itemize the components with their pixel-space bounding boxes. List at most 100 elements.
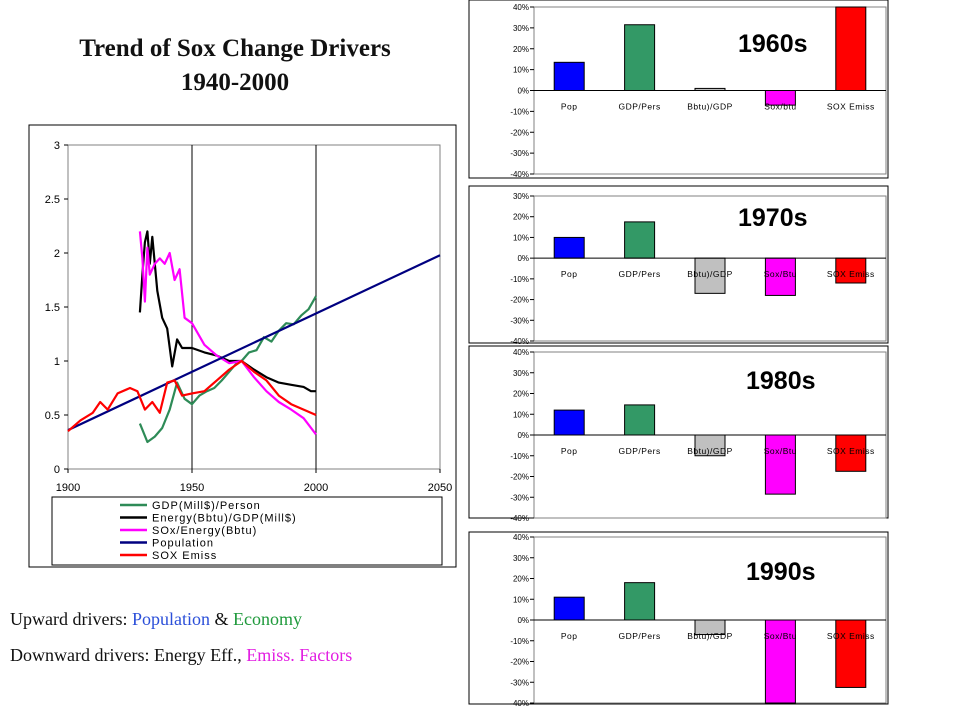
bar bbox=[835, 619, 867, 688]
category-label: Pop bbox=[561, 269, 578, 279]
category-label: Bbtu)/GDP bbox=[687, 631, 733, 641]
bar bbox=[624, 24, 656, 91]
legend-label: Energy(Bbtu)/GDP(Mill$) bbox=[152, 513, 297, 525]
series-line bbox=[138, 295, 317, 444]
category-label: Pop bbox=[561, 631, 578, 641]
y-tick-label: 20% bbox=[513, 390, 529, 399]
x-tick-label: 1950 bbox=[180, 482, 204, 494]
x-tick-label: 1900 bbox=[56, 482, 80, 494]
y-tick-label: -20% bbox=[510, 658, 529, 667]
y-tick-label: -40% bbox=[510, 337, 529, 346]
category-label: SOX Emiss bbox=[827, 269, 875, 279]
note-economy: Economy bbox=[233, 609, 302, 629]
y-tick-label: 0% bbox=[517, 254, 529, 263]
note-prefix: Upward drivers: bbox=[10, 609, 132, 629]
y-tick-label: 30% bbox=[513, 24, 529, 33]
y-tick-label: 0% bbox=[517, 616, 529, 625]
note-emission-factors: Emiss. Factors bbox=[246, 645, 353, 665]
page-title: Trend of Sox Change Drivers bbox=[79, 35, 391, 62]
plot-area bbox=[67, 144, 441, 470]
category-label: GDP/Pers bbox=[618, 446, 660, 456]
downward-drivers-note: Downward drivers: Energy Eff., Emiss. Fa… bbox=[10, 645, 352, 666]
legend-label: SOx/Energy(Bbtu) bbox=[152, 525, 257, 537]
page-subtitle: 1940-2000 bbox=[180, 69, 290, 96]
y-tick-label: 0.5 bbox=[45, 410, 60, 422]
x-tick-label: 2050 bbox=[428, 482, 452, 494]
y-tick-label: 3 bbox=[54, 140, 60, 152]
bar bbox=[835, 434, 867, 472]
y-tick-label: 20% bbox=[513, 575, 529, 584]
y-tick-label: 40% bbox=[513, 348, 529, 357]
decade-title: 1970s bbox=[738, 204, 808, 232]
y-tick-label: 20% bbox=[513, 213, 529, 222]
x-tick-label: 2000 bbox=[304, 482, 328, 494]
y-tick-label: 40% bbox=[513, 3, 529, 12]
legend-label: SOX Emiss bbox=[152, 550, 217, 562]
category-label: Sox/Btu bbox=[764, 446, 797, 456]
y-tick-label: -40% bbox=[510, 699, 529, 708]
category-label: GDP/Pers bbox=[618, 269, 660, 279]
y-tick-label: 30% bbox=[513, 192, 529, 201]
y-tick-label: 0% bbox=[517, 431, 529, 440]
y-tick-label: -20% bbox=[510, 296, 529, 305]
category-label: GDP/Pers bbox=[618, 102, 660, 112]
note-connector: & bbox=[209, 609, 233, 629]
category-label: SOX Emiss bbox=[827, 102, 875, 112]
y-tick-label: 10% bbox=[513, 595, 529, 604]
bar bbox=[553, 596, 585, 621]
legend-label: GDP(Mill$)/Person bbox=[152, 500, 261, 512]
category-label: SOX Emiss bbox=[827, 446, 875, 456]
category-label: Sox/btu bbox=[764, 102, 796, 112]
bar bbox=[764, 619, 796, 704]
bar bbox=[764, 434, 796, 495]
category-label: GDP/Pers bbox=[618, 631, 660, 641]
bar bbox=[624, 582, 656, 621]
category-label: Bbtu)/GDP bbox=[687, 102, 733, 112]
category-label: Pop bbox=[561, 446, 578, 456]
y-tick-label: 2.5 bbox=[45, 194, 60, 206]
y-tick-label: -20% bbox=[510, 473, 529, 482]
note-population: Population bbox=[131, 609, 210, 629]
y-tick-label: 2 bbox=[54, 248, 60, 260]
y-tick-label: 10% bbox=[513, 66, 529, 75]
category-label: Sox/Btu bbox=[764, 269, 797, 279]
y-tick-label: 40% bbox=[513, 533, 529, 542]
y-tick-label: 0% bbox=[517, 87, 529, 96]
y-tick-label: -40% bbox=[510, 514, 529, 523]
bar bbox=[624, 404, 656, 436]
legend-box bbox=[51, 496, 443, 566]
bar bbox=[553, 409, 585, 436]
y-tick-label: -30% bbox=[510, 316, 529, 325]
note-prefix: Downward drivers: Energy Eff., bbox=[10, 645, 247, 665]
y-tick-label: -10% bbox=[510, 637, 529, 646]
y-tick-label: -30% bbox=[510, 493, 529, 502]
y-tick-label: -40% bbox=[510, 170, 529, 179]
y-tick-label: -20% bbox=[510, 128, 529, 137]
category-label: Bbtu)/GDP bbox=[687, 446, 733, 456]
bar bbox=[835, 6, 867, 91]
category-label: SOX Emiss bbox=[827, 631, 875, 641]
y-tick-label: -30% bbox=[510, 149, 529, 158]
decade-title: 1990s bbox=[746, 558, 816, 586]
bar bbox=[553, 61, 585, 91]
series-line bbox=[67, 359, 317, 433]
y-tick-label: 1 bbox=[54, 356, 60, 368]
category-label: Sox/Btu bbox=[764, 631, 797, 641]
decade-title: 1980s bbox=[746, 367, 816, 395]
bar bbox=[624, 221, 656, 259]
y-tick-label: 10% bbox=[513, 410, 529, 419]
decade-title: 1960s bbox=[738, 30, 808, 58]
series-line bbox=[138, 231, 317, 436]
y-tick-label: -30% bbox=[510, 678, 529, 687]
series-line bbox=[67, 254, 441, 432]
legend-label: Population bbox=[152, 538, 214, 550]
y-tick-label: 20% bbox=[513, 45, 529, 54]
category-label: Bbtu)/GDP bbox=[687, 269, 733, 279]
y-tick-label: -10% bbox=[510, 275, 529, 284]
y-tick-label: 0 bbox=[54, 464, 60, 476]
category-label: Pop bbox=[561, 102, 578, 112]
y-tick-label: 30% bbox=[513, 369, 529, 378]
y-tick-label: 30% bbox=[513, 554, 529, 563]
y-tick-label: -10% bbox=[510, 107, 529, 116]
